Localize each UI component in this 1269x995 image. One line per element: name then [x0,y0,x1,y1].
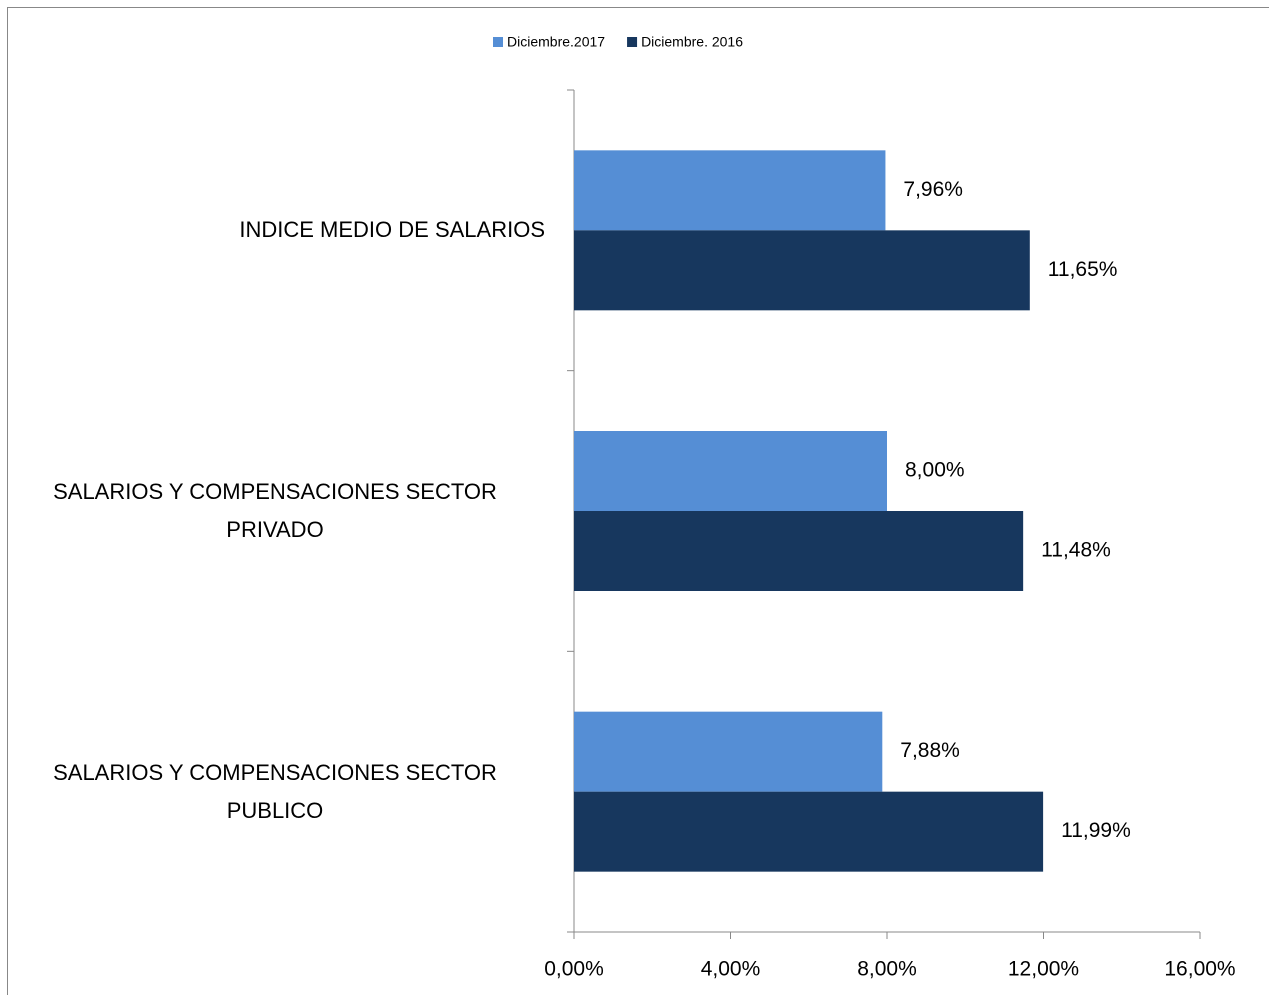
category-text: SALARIOS Y COMPENSACIONES SECTOR PUBLICO [53,759,497,823]
data-label: 11,48% [1041,539,1111,562]
bar [574,791,1044,872]
category-label: SALARIOS Y COMPENSACIONES SECTOR PUBLICO [5,754,545,830]
bar [574,711,883,792]
bar [574,150,886,231]
legend-swatch [493,37,503,47]
x-tick-label: 12,00% [1008,958,1079,981]
data-label: 7,96% [903,178,963,201]
x-tick-label: 8,00% [857,958,917,981]
legend-label: Diciembre.2017 [507,34,605,50]
x-tick-label: 0,00% [544,958,604,981]
chart-border [7,7,1269,995]
legend-swatch [627,37,638,47]
data-label: 7,88% [900,739,960,762]
category-label: SALARIOS Y COMPENSACIONES SECTOR PRIVADO [5,473,545,549]
x-tick-label: 16,00% [1164,958,1235,981]
data-label: 11,65% [1048,258,1118,281]
bar [574,431,887,511]
category-label: INDICE MEDIO DE SALARIOS [239,211,545,249]
legend-label: Diciembre. 2016 [641,34,743,50]
category-text: SALARIOS Y COMPENSACIONES SECTOR PRIVADO [53,479,497,542]
x-tick-label: 4,00% [701,958,761,981]
bar [574,230,1030,311]
data-label: 11,99% [1061,819,1131,842]
data-label: 8,00% [905,459,965,482]
category-text: INDICE MEDIO DE SALARIOS [239,217,545,243]
bar [574,511,1024,591]
